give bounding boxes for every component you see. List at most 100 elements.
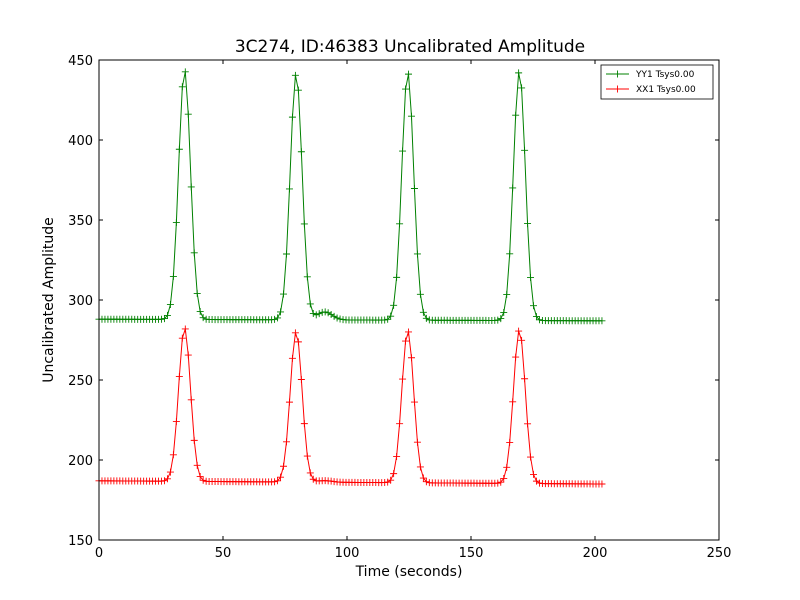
data-point [327, 310, 335, 318]
data-point [402, 85, 410, 93]
data-point [280, 290, 288, 298]
data-point [402, 337, 410, 345]
x-tick-label: 150 [459, 546, 484, 561]
data-point [303, 452, 311, 460]
y-tick-label: 300 [68, 294, 93, 309]
data-point [387, 476, 395, 484]
chart-title: 3C274, ID:46383 Uncalibrated Amplitude [235, 37, 585, 57]
data-point [178, 83, 186, 91]
data-point [512, 353, 520, 361]
data-point [309, 309, 317, 317]
legend-marker [614, 85, 621, 93]
data-point [512, 111, 520, 119]
data-point [306, 300, 314, 308]
data-point [271, 315, 279, 323]
series-1 [95, 68, 606, 325]
data-point [169, 272, 177, 280]
legend-label: YY1 Tsys0.00 [635, 70, 695, 80]
series-line [98, 71, 602, 322]
data-point [393, 273, 401, 281]
data-point [396, 420, 404, 428]
data-point [535, 316, 543, 324]
data-point [410, 184, 418, 192]
data-point [416, 290, 424, 298]
data-point [598, 480, 606, 488]
data-point [509, 398, 517, 406]
data-point [407, 354, 415, 362]
data-point [285, 398, 293, 406]
data-point [193, 289, 201, 297]
data-point [291, 71, 299, 79]
data-point [494, 316, 502, 324]
data-point [294, 86, 302, 94]
data-point [413, 250, 421, 258]
data-point [532, 313, 540, 321]
data-point [184, 351, 192, 359]
data-point [405, 328, 413, 336]
legend-box [600, 64, 714, 100]
data-point [163, 311, 171, 319]
data-point [399, 147, 407, 155]
y-axis-label: Uncalibrated Amplitude [41, 217, 57, 383]
legend-item: YY1 Tsys0.00 [606, 70, 695, 80]
data-point [199, 314, 207, 322]
data-point [422, 314, 430, 322]
data-point [503, 290, 511, 298]
data-point [384, 478, 392, 486]
data-point [503, 463, 511, 471]
data-point [157, 315, 165, 323]
data-point [515, 327, 523, 335]
data-point [312, 311, 320, 319]
y-axis: 150 200 250 300 350 400 450 [68, 54, 719, 549]
data-point [277, 308, 285, 316]
data-point [333, 314, 341, 322]
data-point [199, 476, 207, 484]
y-tick-label: 150 [68, 534, 93, 549]
data-point [524, 220, 532, 228]
data-point [300, 420, 308, 428]
plot-frame [98, 59, 720, 541]
x-tick-label: 0 [95, 546, 103, 561]
data-point [405, 70, 413, 78]
data-point [166, 468, 174, 476]
data-point [193, 461, 201, 469]
data-point [529, 470, 537, 478]
data-point [196, 473, 204, 481]
data-point [297, 376, 305, 384]
data-point [190, 249, 198, 257]
data-point [509, 184, 517, 192]
data-point [500, 474, 508, 482]
data-point [280, 462, 288, 470]
y-tick-label: 350 [68, 214, 93, 229]
data-point [277, 473, 285, 481]
data-point [416, 463, 424, 471]
x-tick-label: 200 [583, 546, 608, 561]
data-point [175, 373, 183, 381]
series-2 [95, 325, 606, 488]
data-point [494, 479, 502, 487]
data-point [274, 314, 282, 322]
legend-marker [614, 70, 621, 78]
data-point [535, 479, 543, 487]
data-point [294, 338, 302, 346]
data-point [196, 308, 204, 316]
data-point [515, 69, 523, 77]
data-point [497, 315, 505, 323]
data-point [172, 218, 180, 226]
x-axis: 0 50 100 150 200 250 [95, 60, 731, 561]
data-point [521, 146, 529, 154]
y-tick-label: 200 [68, 454, 93, 469]
data-point [288, 113, 296, 121]
legend-item: XX1 Tsys0.00 [606, 85, 696, 95]
y-tick-label: 400 [68, 134, 93, 149]
x-tick-label: 100 [335, 546, 360, 561]
data-point [381, 316, 389, 324]
data-point [396, 220, 404, 228]
data-point [518, 336, 526, 344]
data-point [336, 315, 344, 323]
data-point [282, 438, 290, 446]
data-point [413, 438, 421, 446]
data-point [271, 478, 279, 486]
legend-label: XX1 Tsys0.00 [636, 85, 696, 95]
